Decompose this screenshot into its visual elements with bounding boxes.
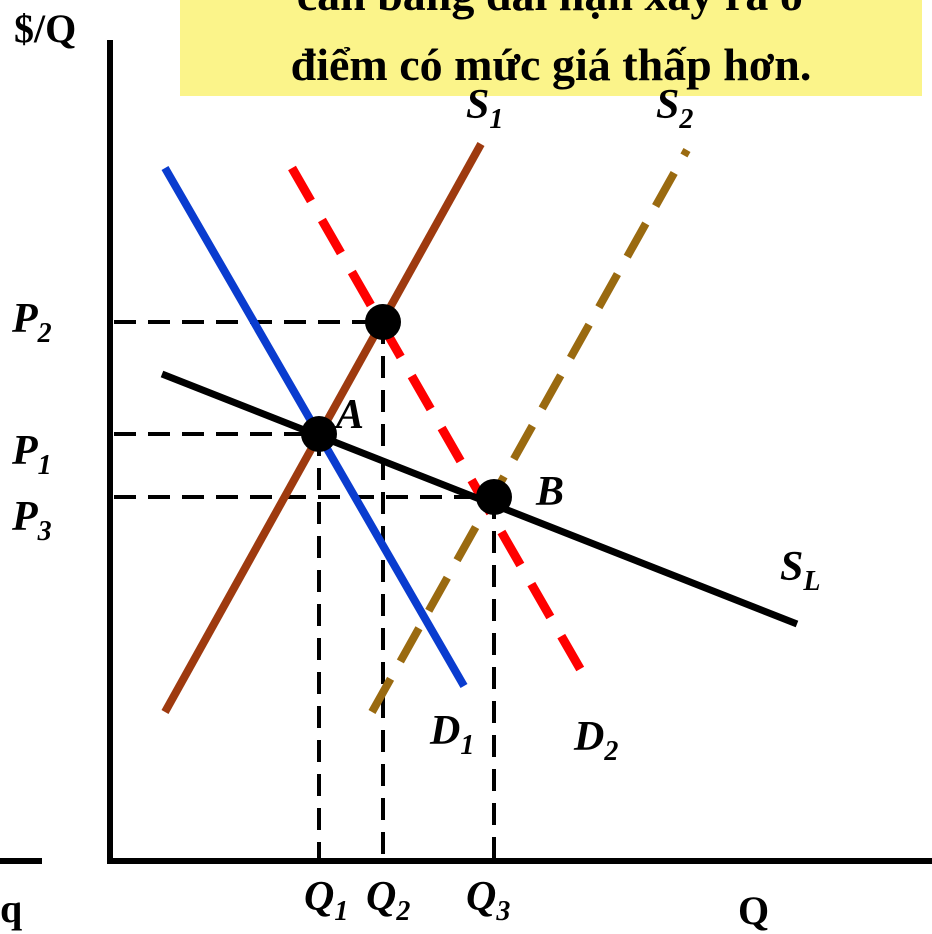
label-d1-base: D	[429, 708, 460, 754]
label-p2-sub: 2	[37, 318, 52, 349]
label-q2: Q2	[366, 874, 410, 927]
label-q1-base: Q	[304, 874, 334, 920]
label-p1-sub: 1	[38, 450, 52, 481]
label-d1: D1	[429, 708, 474, 761]
curve-s2	[368, 148, 691, 714]
label-q3-sub: 3	[495, 896, 510, 927]
banner-box	[180, 0, 922, 96]
point-a-label: A	[333, 392, 364, 438]
curve-d2	[288, 165, 594, 689]
label-p3-base: P	[11, 494, 38, 540]
label-s1-sub: 1	[489, 104, 503, 135]
label-p3-sub: 3	[37, 516, 52, 547]
label-s2: S2	[656, 82, 693, 135]
point-short-run-peak	[365, 304, 401, 340]
x-axis-label: Q	[738, 888, 769, 933]
label-p1-base: P	[11, 428, 38, 474]
label-sl-base: S	[780, 544, 803, 590]
label-q3-base: Q	[466, 874, 496, 920]
label-d2-base: D	[573, 714, 604, 760]
y-axis-label: $/Q	[14, 6, 76, 51]
label-s1: S1	[466, 82, 503, 135]
label-q1-sub: 1	[334, 896, 348, 927]
point-b-label: B	[535, 469, 564, 515]
banner-line-2: điểm có mức giá thấp hơn.	[291, 39, 812, 90]
label-s2-sub: 2	[678, 104, 693, 135]
label-p2-base: P	[11, 296, 38, 342]
label-q2-sub: 2	[395, 896, 410, 927]
label-d1-sub: 1	[460, 730, 474, 761]
label-q1: Q1	[304, 874, 348, 927]
left-cut-label: q	[0, 886, 22, 931]
label-q2-base: Q	[366, 874, 396, 920]
label-s1-base: S	[466, 82, 489, 128]
label-sl-sub: L	[802, 566, 820, 597]
label-d2: D2	[573, 714, 618, 767]
point-b-dot	[476, 479, 512, 515]
label-p2: P2	[11, 296, 52, 349]
banner-line-1: cân bằng dài hạn xảy ra ở	[297, 0, 806, 20]
point-a-dot	[301, 416, 337, 452]
label-q3: Q3	[466, 874, 510, 927]
label-d2-sub: 2	[603, 736, 618, 767]
label-s2-base: S	[656, 82, 679, 128]
label-p3: P3	[11, 494, 52, 547]
guide-lines	[114, 320, 496, 858]
label-p1: P1	[11, 428, 52, 481]
label-sl: SL	[780, 544, 820, 597]
